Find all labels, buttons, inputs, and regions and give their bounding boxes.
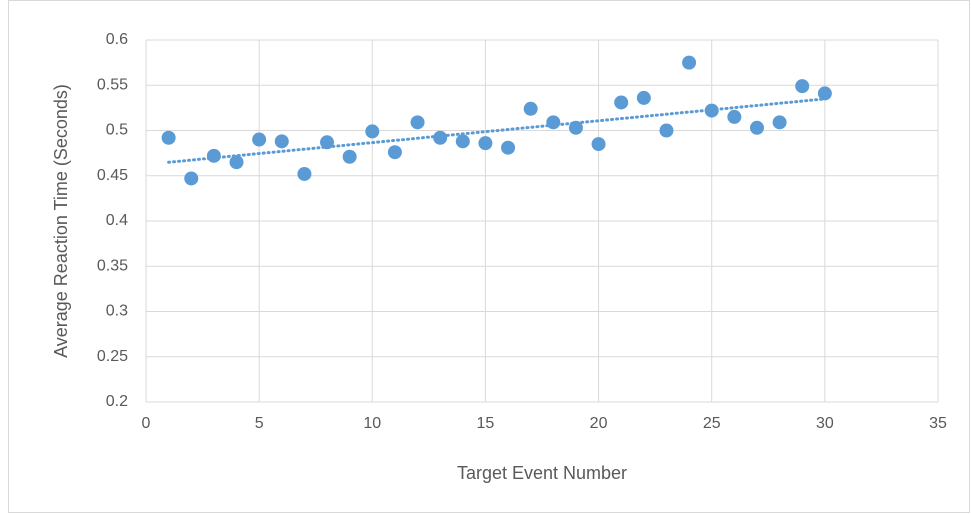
point [229,155,244,170]
x-tick-label: 35 [929,415,947,432]
x-tick-label: 20 [590,415,608,432]
point [161,130,176,145]
y-axis-title: Average Reaction Time (Seconds) [51,84,71,358]
point [523,101,538,116]
point [682,55,697,70]
point [659,123,674,138]
point [636,90,651,105]
point [478,136,493,151]
point [410,115,425,130]
point [320,135,335,150]
x-tick-label: 30 [816,415,834,432]
y-tick-label: 0.3 [106,303,128,320]
point [387,145,402,160]
point [274,134,289,149]
y-tick-label: 0.35 [97,257,128,274]
point [795,79,810,94]
chart-border [8,0,970,513]
point [297,166,312,181]
y-tick-label: 0.4 [106,212,128,229]
point [342,149,357,164]
point [455,134,470,149]
point [749,120,764,135]
x-tick-label: 0 [142,415,151,432]
point [365,124,380,139]
x-tick-label: 25 [703,415,721,432]
point [206,148,221,163]
x-tick-label: 15 [477,415,495,432]
y-tick-label: 0.45 [97,167,128,184]
point [727,109,742,124]
point [817,86,832,101]
x-axis-title: Target Event Number [457,463,627,483]
point [252,132,267,147]
x-tick-label: 5 [255,415,264,432]
point [501,140,516,155]
point [546,115,561,130]
y-tick-label: 0.55 [97,76,128,93]
point [591,137,606,152]
y-tick-label: 0.25 [97,348,128,365]
y-tick-label: 0.2 [106,393,128,410]
y-tick-label: 0.6 [106,31,128,48]
x-tick-label: 10 [363,415,381,432]
point [614,95,629,110]
trendline [167,97,827,164]
point [772,115,787,130]
y-tick-label: 0.5 [106,122,128,139]
point [184,171,199,186]
point [433,130,448,145]
